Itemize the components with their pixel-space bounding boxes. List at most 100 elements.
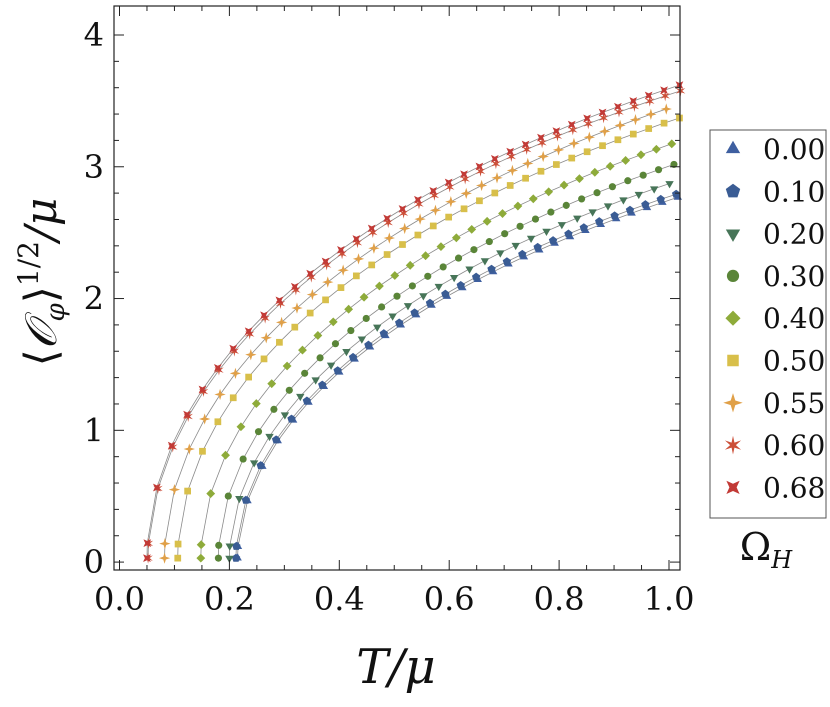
point-s3-2 bbox=[224, 492, 232, 500]
point-s1-29 bbox=[656, 194, 665, 203]
point-s7-13 bbox=[321, 259, 332, 271]
legend-label-8: 0.68 bbox=[763, 471, 825, 504]
point-s8-1 bbox=[143, 539, 152, 547]
point-s8-4 bbox=[183, 410, 191, 419]
point-s6-1 bbox=[159, 537, 171, 550]
point-s3-28 bbox=[624, 177, 632, 185]
point-s7-21 bbox=[445, 181, 455, 193]
point-s6-33 bbox=[645, 108, 657, 120]
legend-marker-0 bbox=[725, 140, 741, 154]
point-s6-12 bbox=[322, 276, 334, 288]
x-tick-label: 0.0 bbox=[94, 580, 145, 618]
point-s6-3 bbox=[183, 443, 195, 455]
x-tick-label: 0.4 bbox=[314, 580, 365, 618]
x-tick-labels: 0.0 0.2 0.4 0.6 0.8 1.0 bbox=[94, 580, 694, 618]
x-tick-label: 0.6 bbox=[424, 580, 475, 618]
y-label-tail: /μ bbox=[16, 198, 67, 245]
point-s6-19 bbox=[429, 204, 442, 216]
point-s4-6 bbox=[267, 379, 277, 389]
point-s2-27 bbox=[619, 197, 628, 205]
point-s4-12 bbox=[359, 292, 369, 302]
point-s8-17 bbox=[383, 214, 391, 223]
y-tick-label: 1 bbox=[84, 411, 104, 449]
point-s8-27 bbox=[537, 133, 545, 142]
point-s6-10 bbox=[291, 302, 303, 314]
point-s7-31 bbox=[598, 112, 609, 124]
legend-label-5: 0.50 bbox=[763, 345, 825, 378]
legend-marker-7 bbox=[724, 435, 742, 455]
point-s8-14 bbox=[337, 246, 345, 254]
point-s6-34 bbox=[660, 103, 672, 115]
point-s8-32 bbox=[614, 102, 622, 111]
point-s5-23 bbox=[506, 182, 514, 189]
point-s2-17 bbox=[465, 266, 474, 274]
point-s4-29 bbox=[621, 156, 631, 165]
point-s2-12 bbox=[388, 313, 397, 321]
y-tick-labels: 0 1 2 3 4 bbox=[84, 16, 104, 581]
point-s2-11 bbox=[373, 324, 382, 332]
data-points bbox=[143, 81, 686, 564]
point-s3-23 bbox=[547, 208, 555, 216]
point-s1-22 bbox=[548, 236, 558, 245]
point-s6-23 bbox=[491, 172, 503, 184]
point-s5-4 bbox=[214, 418, 222, 426]
point-s5-6 bbox=[245, 373, 252, 381]
point-s6-25 bbox=[522, 157, 534, 170]
point-s8-12 bbox=[306, 269, 315, 278]
point-s6-32 bbox=[629, 114, 642, 126]
point-s8-7 bbox=[229, 344, 238, 353]
point-s5-28 bbox=[583, 148, 591, 156]
point-s3-18 bbox=[470, 246, 478, 254]
point-s2-0 bbox=[225, 555, 234, 563]
point-s2-3 bbox=[249, 460, 259, 468]
point-s1-21 bbox=[533, 242, 542, 251]
point-s1-1 bbox=[232, 541, 241, 550]
y-label-close: ⟩ bbox=[16, 286, 67, 303]
point-s2-23 bbox=[557, 222, 567, 230]
point-s8-15 bbox=[352, 235, 361, 243]
x-axis-label: T/μ bbox=[356, 639, 435, 695]
point-s5-30 bbox=[614, 136, 622, 144]
point-s5-2 bbox=[184, 487, 191, 495]
point-s8-6 bbox=[214, 364, 222, 372]
point-s4-2 bbox=[206, 489, 216, 498]
point-s7-15 bbox=[352, 237, 363, 249]
point-s4-19 bbox=[467, 224, 477, 234]
point-s6-13 bbox=[337, 264, 349, 276]
point-s7-16 bbox=[368, 227, 378, 238]
legend-label-6: 0.55 bbox=[763, 387, 825, 420]
point-s4-4 bbox=[236, 422, 246, 432]
legend-label-7: 0.60 bbox=[763, 429, 825, 462]
point-s7-11 bbox=[291, 284, 301, 296]
point-s1-2 bbox=[241, 495, 251, 504]
point-s4-26 bbox=[575, 174, 584, 184]
legend: 0.00 0.10 0.20 0.30 0.40 0.50 0.55 0.60 0.68 bbox=[709, 129, 827, 519]
point-s6-30 bbox=[599, 125, 611, 137]
legend-label-1: 0.10 bbox=[763, 175, 825, 208]
point-s3-16 bbox=[439, 263, 447, 271]
point-s7-9 bbox=[260, 312, 270, 324]
point-s6-4 bbox=[199, 413, 211, 425]
point-s7-27 bbox=[537, 137, 547, 149]
point-s6-24 bbox=[506, 164, 519, 177]
point-s5-25 bbox=[537, 167, 545, 175]
point-s6-0 bbox=[158, 552, 171, 564]
point-s5-33 bbox=[660, 119, 668, 127]
point-s7-18 bbox=[398, 207, 409, 219]
point-s5-31 bbox=[629, 130, 637, 138]
point-s4-13 bbox=[375, 281, 384, 291]
point-s1-5 bbox=[287, 414, 296, 423]
point-s6-9 bbox=[275, 316, 288, 329]
point-s8-35 bbox=[660, 86, 668, 95]
point-s2-2 bbox=[235, 496, 244, 504]
point-s2-4 bbox=[265, 433, 274, 442]
legend-label-0: 0.00 bbox=[763, 133, 825, 166]
y-label-open: ⟨ bbox=[16, 349, 67, 366]
point-s3-11 bbox=[362, 314, 370, 323]
point-s2-18 bbox=[480, 258, 490, 266]
point-s2-14 bbox=[419, 293, 428, 301]
point-s2-5 bbox=[280, 412, 290, 420]
point-s7-8 bbox=[245, 328, 255, 340]
point-s8-20 bbox=[429, 187, 438, 195]
